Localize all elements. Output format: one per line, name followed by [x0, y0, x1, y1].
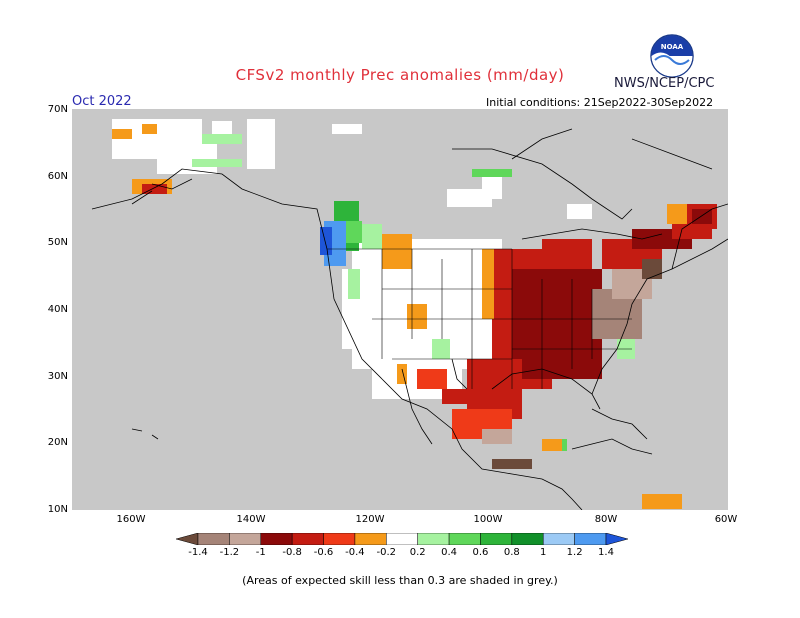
lon-label-100w: 100W — [473, 514, 503, 525]
colorbar-label: 1 — [540, 547, 547, 558]
colorbar-label: 0.8 — [503, 547, 520, 558]
colorbar-swatch — [542, 533, 575, 545]
colorbar-label: 0.4 — [441, 547, 458, 558]
agency-label: NWS/NCEP/CPC — [614, 76, 715, 91]
initial-conditions: Initial conditions: 21Sep2022-30Sep2022 — [486, 96, 714, 109]
noaa-logo: NOAA — [650, 34, 694, 78]
coastlines — [91, 128, 728, 510]
lat-label-70n: 70N — [47, 104, 68, 115]
colorbar-swatch — [229, 533, 262, 545]
colorbar-swatch — [291, 533, 324, 545]
colorbar-label: -1 — [255, 547, 266, 558]
colorbar-swatch — [480, 533, 513, 545]
no-signal-white-areas — [112, 119, 592, 399]
colorbar-label: 0.6 — [472, 547, 489, 558]
colorbar — [176, 533, 628, 545]
precip-anomaly-map — [72, 109, 728, 510]
lon-label-160w: 160W — [116, 514, 146, 525]
colorbar-swatch — [605, 533, 628, 545]
colorbar-label: 1.4 — [598, 547, 614, 558]
state-borders — [327, 248, 632, 389]
colorbar-swatch — [260, 533, 293, 545]
colorbar-label: -1.2 — [219, 547, 240, 558]
lat-label-60n: 60N — [47, 171, 68, 182]
logo-text: NOAA — [661, 43, 684, 51]
colorbar-swatch — [354, 533, 387, 545]
colorbar-label: -1.4 — [188, 547, 208, 558]
colorbar-swatch — [511, 533, 544, 545]
colorbar-swatch — [574, 533, 607, 545]
lat-label-20n: 20N — [47, 437, 68, 448]
lat-label-10n: 10N — [47, 504, 68, 515]
colorbar-label: -0.8 — [282, 547, 302, 558]
colorbar-swatch — [417, 533, 450, 545]
colorbar-swatch — [386, 533, 418, 545]
lon-label-140w: 140W — [236, 514, 266, 525]
lat-label-50n: 50N — [47, 237, 68, 248]
colorbar-label: -0.6 — [313, 547, 334, 558]
colorbar-swatch — [448, 533, 481, 545]
lon-label-80w: 80W — [594, 514, 618, 525]
map-title: CFSv2 monthly Prec anomalies (mm/day) — [235, 66, 565, 84]
colorbar-label: 1.2 — [566, 547, 583, 558]
lon-label-60w: 60W — [714, 514, 738, 525]
lat-label-30n: 30N — [47, 371, 68, 382]
forecast-month: Oct 2022 — [72, 94, 132, 109]
colorbar-swatch — [197, 533, 230, 545]
colorbar-label: -0.2 — [376, 547, 397, 558]
colorbar-swatch — [176, 533, 199, 545]
colorbar-label: 0.2 — [409, 547, 426, 558]
lat-label-40n: 40N — [47, 304, 68, 315]
lon-label-120w: 120W — [355, 514, 385, 525]
colorbar-swatch — [323, 533, 356, 545]
footnote: (Areas of expected skill less than 0.3 a… — [242, 574, 558, 587]
colorbar-label: -0.4 — [345, 547, 365, 558]
